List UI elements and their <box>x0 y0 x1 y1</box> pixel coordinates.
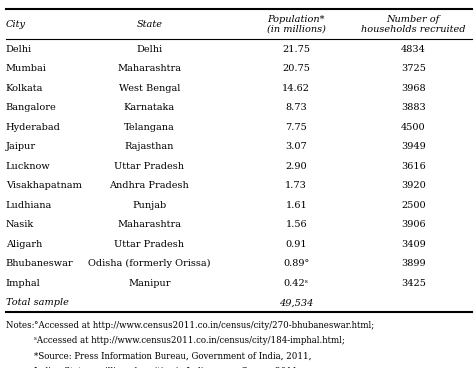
Text: 1.61: 1.61 <box>285 201 307 210</box>
Text: 3.07: 3.07 <box>285 142 307 151</box>
Text: *Source: Press Information Bureau, Government of India, 2011,: *Source: Press Information Bureau, Gover… <box>34 351 311 360</box>
Text: Visakhapatnam: Visakhapatnam <box>6 181 82 190</box>
Text: Ludhiana: Ludhiana <box>6 201 52 210</box>
Text: 7.75: 7.75 <box>285 123 307 132</box>
Text: 3616: 3616 <box>401 162 426 171</box>
Text: 3883: 3883 <box>401 103 426 112</box>
Text: Number of
households recruited: Number of households recruited <box>361 15 465 34</box>
Text: 3409: 3409 <box>401 240 426 249</box>
Text: Karnataka: Karnataka <box>124 103 175 112</box>
Text: 21.75: 21.75 <box>282 45 310 54</box>
Text: 0.42ˢ: 0.42ˢ <box>284 279 309 288</box>
Text: Maharashtra: Maharashtra <box>117 64 182 73</box>
Text: 3920: 3920 <box>401 181 426 190</box>
Text: 20.75: 20.75 <box>283 64 310 73</box>
Text: Kolkata: Kolkata <box>6 84 43 93</box>
Text: 1.73: 1.73 <box>285 181 307 190</box>
Text: 3425: 3425 <box>401 279 426 288</box>
Text: 4500: 4500 <box>401 123 426 132</box>
Text: 2500: 2500 <box>401 201 426 210</box>
Text: Uttar Pradesh: Uttar Pradesh <box>114 240 184 249</box>
Text: Uttar Pradesh: Uttar Pradesh <box>114 162 184 171</box>
Text: Delhi: Delhi <box>6 45 32 54</box>
Text: 3906: 3906 <box>401 220 426 229</box>
Text: Notes:: Notes: <box>6 321 37 329</box>
Text: Nasik: Nasik <box>6 220 34 229</box>
Text: 3949: 3949 <box>401 142 426 151</box>
Text: 14.62: 14.62 <box>282 84 310 93</box>
Text: 8.73: 8.73 <box>285 103 307 112</box>
Text: Total sample: Total sample <box>6 298 69 307</box>
Text: ˢAccessed at http://www.census2011.co.in/census/city/184-imphal.html;: ˢAccessed at http://www.census2011.co.in… <box>34 336 345 345</box>
Text: Andhra Pradesh: Andhra Pradesh <box>109 181 189 190</box>
Text: °Accessed at http://www.census2011.co.in/census/city/270-bhubaneswar.html;: °Accessed at http://www.census2011.co.in… <box>34 321 374 329</box>
Text: Maharashtra: Maharashtra <box>117 220 182 229</box>
Text: Odisha (formerly Orissa): Odisha (formerly Orissa) <box>88 259 210 268</box>
Text: 3899: 3899 <box>401 259 426 268</box>
Text: Indian States: million plus cities in India as per Census 2011.: Indian States: million plus cities in In… <box>34 367 301 368</box>
Text: 3725: 3725 <box>401 64 426 73</box>
Text: Rajasthan: Rajasthan <box>125 142 174 151</box>
Text: West Bengal: West Bengal <box>118 84 180 93</box>
Text: 0.89°: 0.89° <box>283 259 310 268</box>
Text: Mumbai: Mumbai <box>6 64 46 73</box>
Text: 0.91: 0.91 <box>285 240 307 249</box>
Text: Population*
(in millions): Population* (in millions) <box>267 15 326 34</box>
Text: Lucknow: Lucknow <box>6 162 50 171</box>
Text: Delhi: Delhi <box>136 45 163 54</box>
Text: 2.90: 2.90 <box>285 162 307 171</box>
Text: 3968: 3968 <box>401 84 426 93</box>
Text: Imphal: Imphal <box>6 279 40 288</box>
Text: Bangalore: Bangalore <box>6 103 56 112</box>
Text: Jaipur: Jaipur <box>6 142 36 151</box>
Text: Telangana: Telangana <box>124 123 175 132</box>
Text: 49,534: 49,534 <box>279 298 313 307</box>
Text: Punjab: Punjab <box>132 201 166 210</box>
Text: Manipur: Manipur <box>128 279 171 288</box>
Text: Aligarh: Aligarh <box>6 240 42 249</box>
Text: Hyderabad: Hyderabad <box>6 123 61 132</box>
Text: 1.56: 1.56 <box>285 220 307 229</box>
Text: City: City <box>6 20 26 29</box>
Text: State: State <box>137 20 162 29</box>
Text: 4834: 4834 <box>401 45 426 54</box>
Text: Bhubaneswar: Bhubaneswar <box>6 259 73 268</box>
